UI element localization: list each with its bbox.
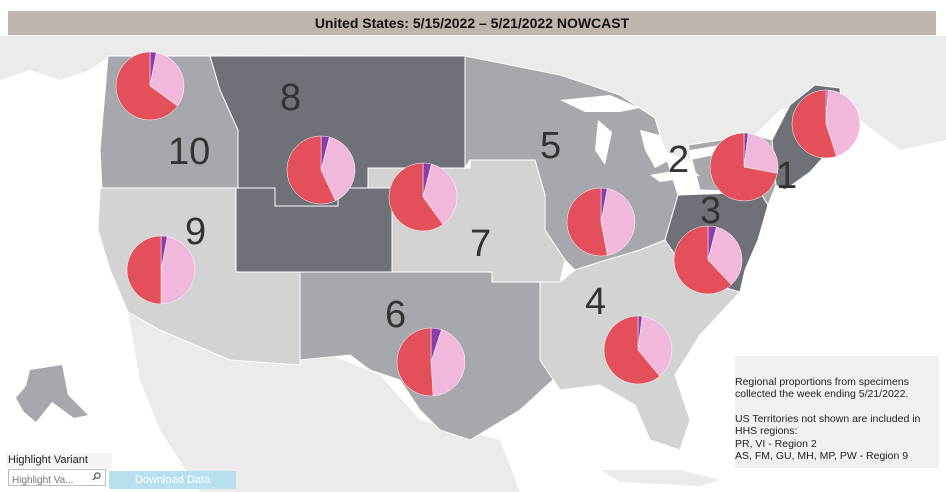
pie-slice-pink[interactable]	[149, 52, 185, 107]
region-label-4: 4	[585, 281, 606, 323]
pie-slice-red[interactable]	[286, 135, 336, 205]
pie-slice-pink[interactable]	[320, 136, 356, 202]
pie-chart-region-2[interactable]	[709, 132, 779, 202]
pie-slice-red[interactable]	[396, 327, 434, 397]
map-title: United States: 5/15/2022 – 5/21/2022 NOW…	[8, 11, 936, 35]
note-line: collected the week ending 5/21/2022.	[735, 388, 909, 401]
region-label-5: 5	[540, 125, 561, 167]
pie-slice-red[interactable]	[115, 51, 178, 121]
info-note: Regional proportions from specimens coll…	[735, 356, 939, 468]
download-data-button[interactable]: Download Data	[109, 471, 236, 489]
pie-slice-red[interactable]	[126, 235, 162, 305]
pie-chart-region-9[interactable]	[126, 235, 196, 305]
note-line: Regional proportions from specimens	[735, 376, 909, 388]
region-label-9: 9	[185, 211, 206, 253]
pie-slice-pink[interactable]	[422, 163, 458, 225]
pie-chart-region-6[interactable]	[396, 327, 466, 397]
pie-slice-red[interactable]	[388, 162, 444, 232]
search-icon[interactable]	[92, 472, 101, 481]
pie-slice-pink[interactable]	[825, 89, 861, 157]
pie-slice-red[interactable]	[791, 89, 837, 159]
pie-chart-region-10[interactable]	[115, 51, 185, 121]
region-label-6: 6	[385, 294, 406, 336]
canada-landmass	[0, 36, 946, 165]
note-line: US Territories not shown are included in	[735, 412, 921, 425]
pie-slice-red[interactable]	[603, 315, 661, 385]
cuba-landmass	[600, 470, 720, 486]
pie-chart-region-8[interactable]	[286, 135, 356, 205]
pie-chart-region-1[interactable]	[791, 89, 861, 159]
pie-slice-red[interactable]	[673, 225, 732, 295]
pie-chart-region-4[interactable]	[603, 315, 673, 385]
pie-slice-pink[interactable]	[637, 315, 673, 377]
note-line: AS, FM, GU, MH, MP, PW - Region 9	[735, 449, 909, 462]
pie-slice-pink[interactable]	[707, 226, 743, 286]
pie-slice-red[interactable]	[709, 132, 778, 202]
pie-chart-region-5[interactable]	[566, 187, 636, 257]
pie-slice-pink[interactable]	[430, 329, 466, 397]
us-region-map[interactable]: 10 8 9 7 6 5 4 3 2 1	[0, 36, 946, 492]
region-label-1: 1	[776, 155, 797, 197]
pie-slice-red[interactable]	[566, 187, 608, 257]
pie-slice-pink[interactable]	[160, 236, 196, 305]
region-label-7: 7	[470, 223, 491, 265]
pie-chart-region-7[interactable]	[388, 162, 458, 232]
pie-chart-region-3[interactable]	[673, 225, 743, 295]
note-line: HHS regions:	[735, 425, 798, 438]
highlight-variant-label: Highlight Variant	[6, 453, 112, 468]
note-line: PR, VI - Region 2	[735, 437, 817, 450]
region-label-2: 2	[668, 139, 689, 181]
region-label-8: 8	[280, 77, 301, 119]
region-label-3: 3	[700, 190, 721, 232]
pie-slice-pink[interactable]	[600, 188, 636, 256]
pie-slice-pink[interactable]	[743, 132, 779, 174]
alaska-landmass	[16, 365, 88, 422]
great-lakes	[560, 95, 720, 182]
region-9[interactable]	[97, 187, 301, 366]
region-label-10: 10	[168, 131, 210, 173]
highlight-variant-field[interactable]	[8, 469, 106, 489]
highlight-variant-input[interactable]	[9, 472, 93, 489]
